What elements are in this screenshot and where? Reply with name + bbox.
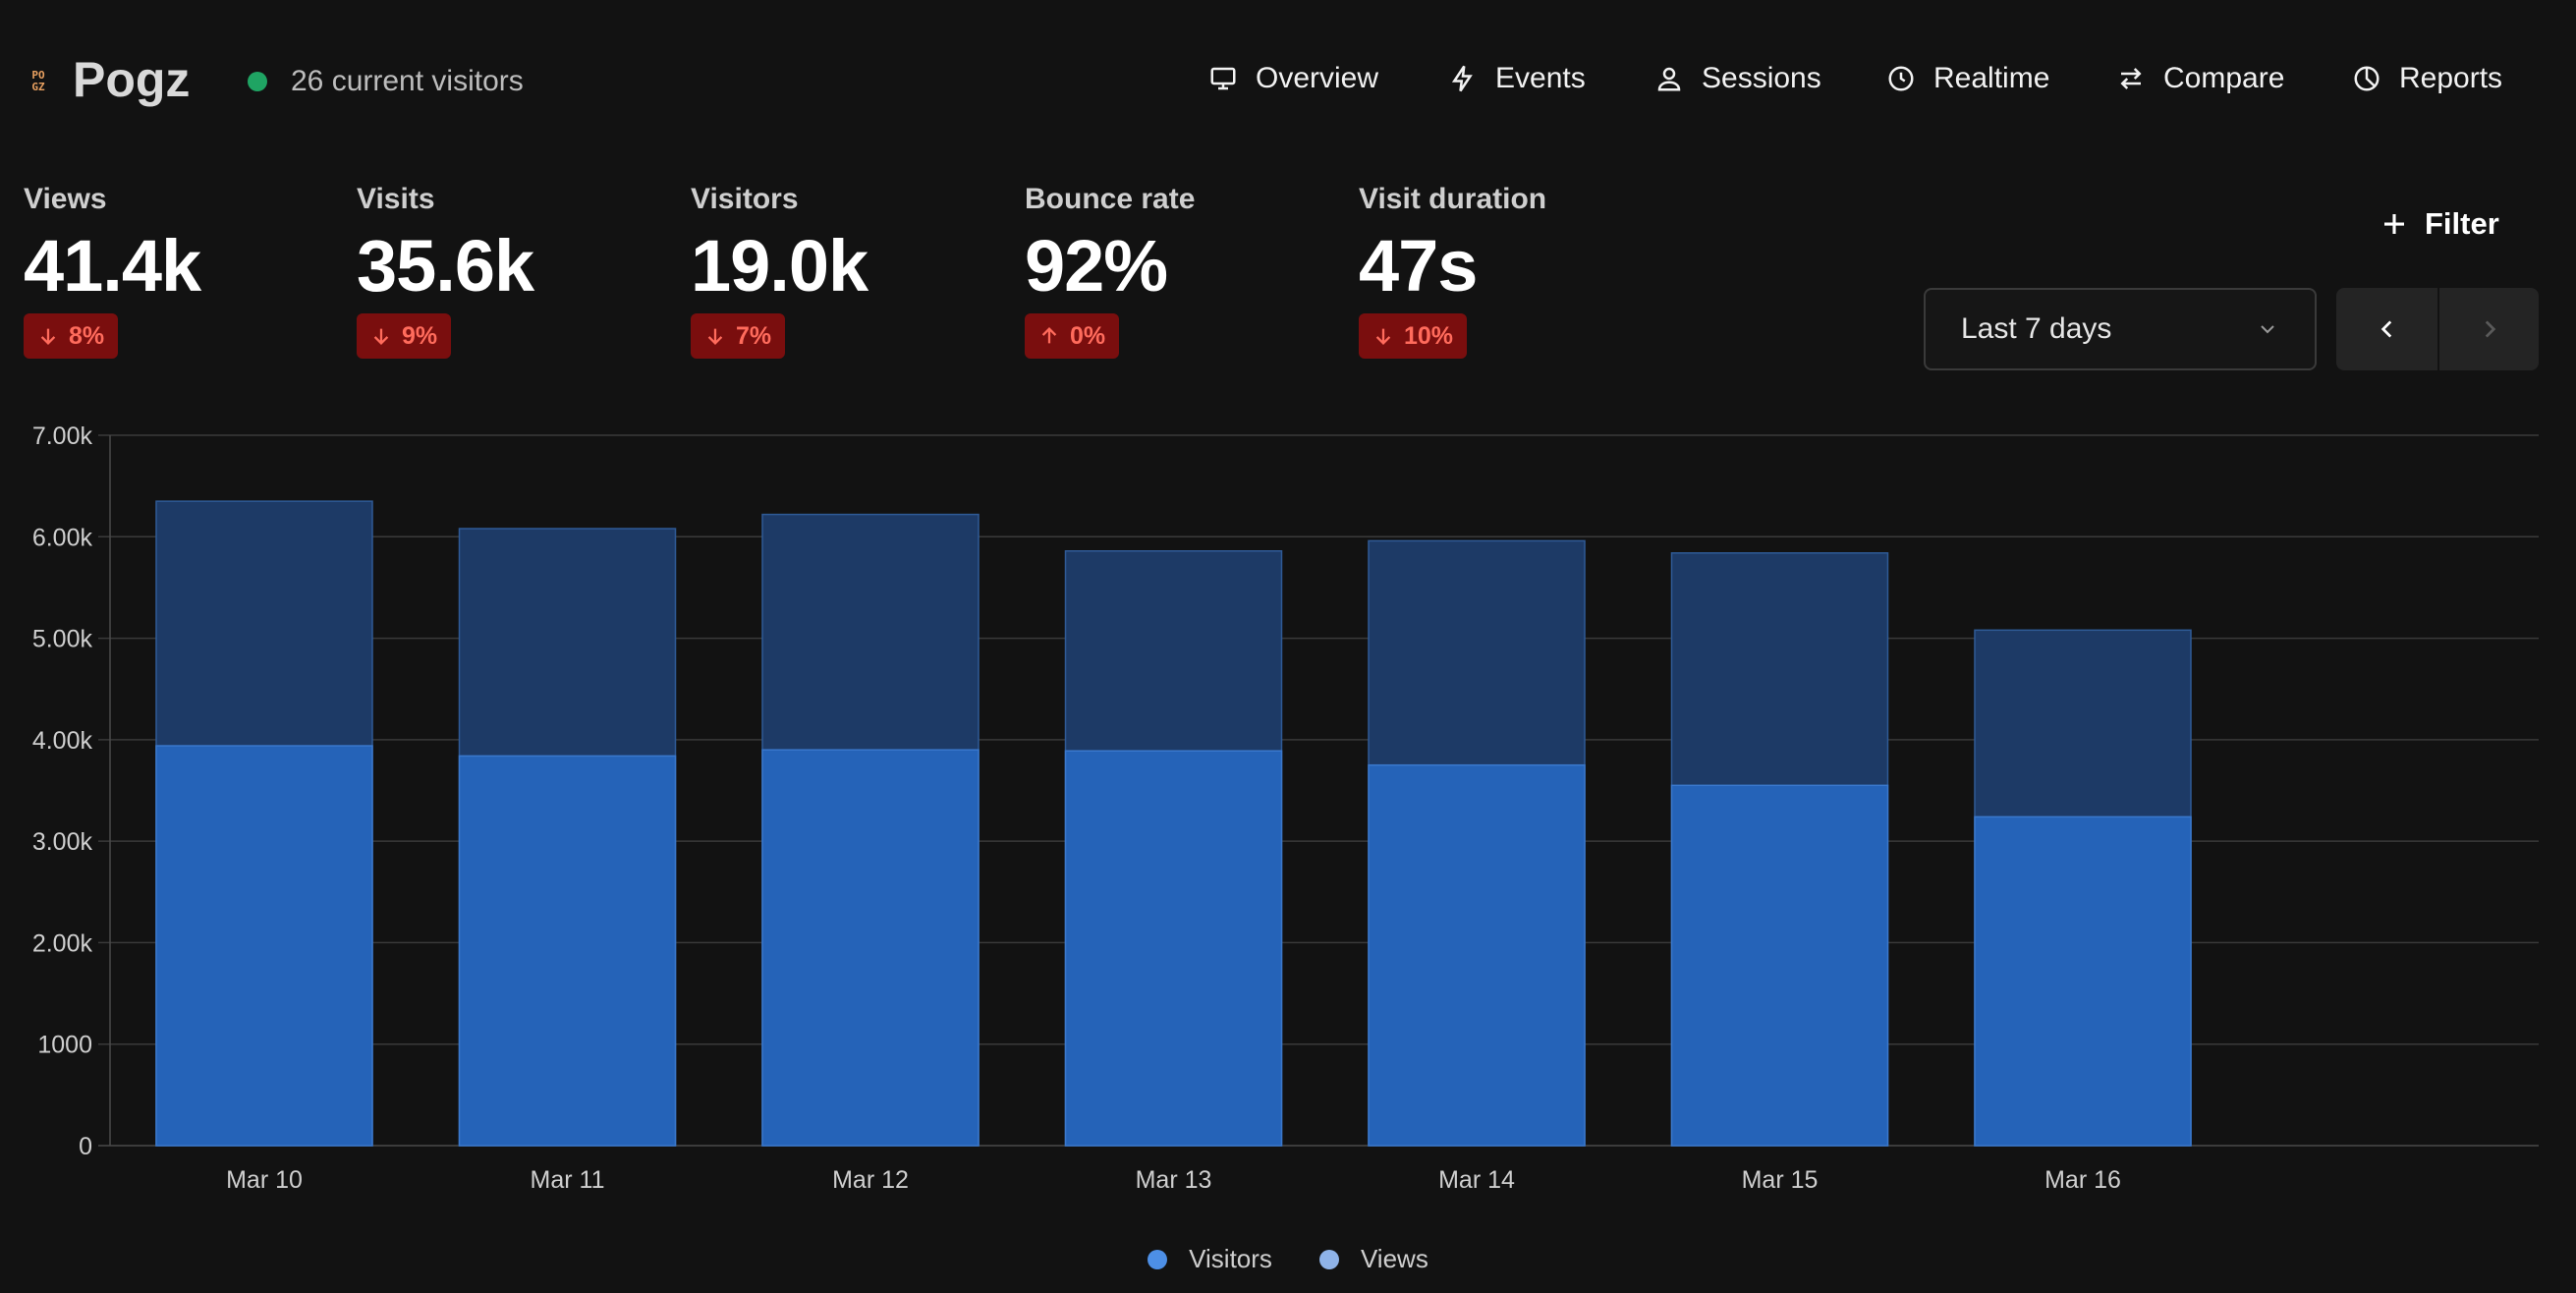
visitors-views-chart: 0 1000 2.00k 3.00k 4.00k 5.00k 6.00k 7.00k Mar 1…: [32, 422, 2539, 1194]
current-visitors-count[interactable]: 26 current visitors: [291, 65, 524, 97]
metric-visits-change: 9%: [402, 321, 438, 350]
arrow-up-icon: [1041, 327, 1057, 344]
metric-bounce-rate[interactable]: Bounce rate 92% 0%: [1025, 183, 1195, 359]
metric-visit-duration-value: 47s: [1359, 225, 1478, 307]
legend-dot-views: [1318, 1249, 1339, 1269]
bar-visitors: [1368, 763, 1586, 1147]
header: PO GZ Pogz 26 current visitors Overview …: [0, 0, 2576, 167]
user-icon: [1657, 67, 1681, 91]
metric-bounce-rate-value: 92%: [1025, 225, 1168, 307]
bar-visitors: [1670, 784, 1889, 1147]
bar-visitors: [1064, 750, 1283, 1147]
date-pager: [2336, 288, 2539, 370]
metric-visit-duration-change: 10%: [1404, 321, 1454, 350]
y-tick-label: 3.00k: [32, 828, 93, 856]
metric-visitors-label: Visitors: [691, 183, 799, 215]
metric-views-label: Views: [24, 183, 107, 215]
live-status-dot: [248, 72, 267, 91]
metric-views-change-badge: 8%: [24, 313, 119, 359]
metric-visits-label: Visits: [357, 183, 435, 215]
logo-mark-top: PO: [31, 69, 45, 82]
date-range-value: Last 7 days: [1961, 312, 2112, 345]
arrow-down-icon: [373, 328, 389, 345]
filter-button[interactable]: Filter: [2380, 206, 2499, 242]
legend-label-visitors: Visitors: [1189, 1244, 1272, 1273]
x-tick-label: Mar 10: [226, 1166, 303, 1194]
legend-label-views: Views: [1360, 1244, 1428, 1273]
bar-visitors: [761, 749, 980, 1147]
legend-item-visitors[interactable]: Visitors: [1148, 1244, 1272, 1274]
bar-visitors: [458, 755, 677, 1147]
nav-sessions[interactable]: Sessions: [1654, 62, 1821, 95]
nav-sessions-label: Sessions: [1702, 62, 1821, 94]
metric-visits-value: 35.6k: [357, 225, 534, 307]
nav-compare[interactable]: Compare: [2116, 62, 2284, 95]
filter-button-label: Filter: [2425, 206, 2499, 241]
monitor-icon: [1210, 67, 1236, 90]
metric-visitors[interactable]: Visitors 19.0k 7%: [691, 183, 868, 359]
metric-visitors-value: 19.0k: [691, 225, 868, 307]
nav-realtime[interactable]: Realtime: [1886, 62, 2049, 95]
arrow-down-icon: [1375, 328, 1391, 345]
nav-compare-label: Compare: [2163, 62, 2285, 94]
y-tick-label: 6.00k: [32, 524, 93, 551]
x-tick-label: Mar 13: [1136, 1166, 1212, 1194]
logo-icon[interactable]: PO GZ: [26, 67, 51, 96]
bar-visitors: [1974, 815, 2192, 1147]
metric-visit-duration[interactable]: Visit duration 47s 10%: [1359, 183, 1546, 359]
bar-visitors: [155, 745, 373, 1147]
nav-overview-label: Overview: [1256, 62, 1379, 94]
arrow-down-icon: [40, 328, 56, 345]
next-period-button[interactable]: [2437, 288, 2539, 370]
x-tick-label: Mar 14: [1438, 1166, 1515, 1194]
metric-bounce-rate-label: Bounce rate: [1025, 183, 1196, 215]
metric-visitors-change-badge: 7%: [691, 313, 786, 359]
metric-visit-duration-label: Visit duration: [1359, 183, 1547, 215]
chevron-down-icon: [2261, 325, 2274, 334]
lightning-icon: [1451, 65, 1473, 92]
chevron-right-icon: [2485, 320, 2495, 338]
arrow-down-icon: [707, 328, 723, 345]
x-tick-label: Mar 11: [531, 1166, 605, 1194]
x-tick-label: Mar 16: [2044, 1166, 2121, 1194]
metric-views-change: 8%: [69, 321, 105, 350]
metric-bounce-rate-change-badge: 0%: [1025, 313, 1120, 359]
nav-reports[interactable]: Reports: [2352, 62, 2502, 95]
chevron-left-icon: [2380, 320, 2391, 338]
pie-chart-icon: [2354, 66, 2380, 91]
metric-visits[interactable]: Visits 35.6k 9%: [357, 183, 534, 359]
y-tick-label: 4.00k: [32, 727, 93, 755]
logo-mark-bottom: GZ: [31, 81, 45, 93]
chart-legend: Visitors Views: [0, 1244, 2576, 1274]
y-tick-label: 0: [79, 1133, 92, 1160]
y-tick-label: 5.00k: [32, 626, 93, 653]
y-tick-label: 1000: [37, 1032, 92, 1059]
x-tick-label: Mar 12: [832, 1166, 909, 1194]
nav-realtime-label: Realtime: [1933, 62, 2050, 94]
legend-item-views[interactable]: Views: [1318, 1244, 1428, 1274]
nav-reports-label: Reports: [2399, 62, 2503, 94]
nav-events[interactable]: Events: [1448, 62, 1586, 95]
y-tick-label: 2.00k: [32, 929, 93, 957]
metric-visitors-change: 7%: [736, 321, 772, 350]
x-tick-label: Mar 15: [1742, 1166, 1819, 1194]
metric-bounce-rate-change: 0%: [1070, 321, 1106, 350]
previous-period-button[interactable]: [2336, 288, 2437, 370]
app-name[interactable]: Pogz: [73, 52, 191, 107]
metric-views[interactable]: Views 41.4k 8%: [24, 183, 201, 359]
plus-icon: [2384, 214, 2404, 234]
date-range-select[interactable]: Last 7 days: [1924, 288, 2317, 370]
nav-events-label: Events: [1495, 62, 1586, 94]
metric-views-value: 41.4k: [24, 225, 201, 307]
y-tick-label: 7.00k: [32, 422, 93, 450]
nav-overview[interactable]: Overview: [1208, 62, 1378, 95]
metric-visit-duration-change-badge: 10%: [1359, 313, 1468, 359]
legend-dot-visitors: [1148, 1249, 1168, 1269]
metric-visits-change-badge: 9%: [357, 313, 452, 359]
arrows-swap-icon: [2120, 68, 2142, 89]
clock-icon: [1888, 66, 1914, 91]
